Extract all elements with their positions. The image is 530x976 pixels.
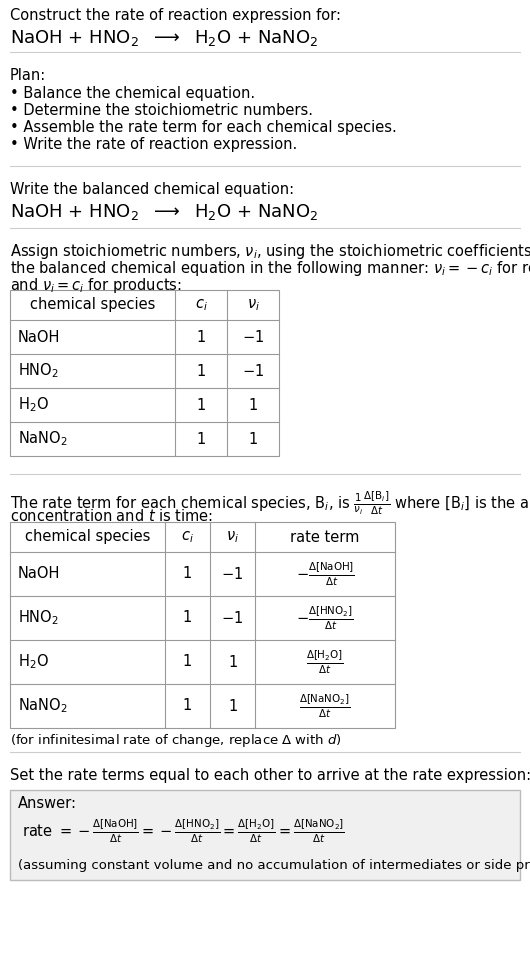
Text: 1: 1 bbox=[183, 566, 192, 582]
Text: the balanced chemical equation in the following manner: $\nu_i = -c_i$ for react: the balanced chemical equation in the fo… bbox=[10, 259, 530, 278]
Text: HNO$_2$: HNO$_2$ bbox=[18, 362, 59, 381]
Text: $c_i$: $c_i$ bbox=[195, 297, 207, 313]
Text: 1: 1 bbox=[197, 431, 206, 446]
Text: Answer:: Answer: bbox=[18, 796, 77, 811]
Text: $-1$: $-1$ bbox=[222, 566, 244, 582]
Bar bbox=[10, 522, 395, 728]
Text: $1$: $1$ bbox=[227, 698, 237, 714]
FancyBboxPatch shape bbox=[10, 790, 520, 880]
Text: 1: 1 bbox=[197, 330, 206, 345]
Text: $-1$: $-1$ bbox=[242, 329, 264, 345]
Text: rate $= -\frac{\Delta[\mathrm{NaOH}]}{\Delta t} = -\frac{\Delta[\mathrm{HNO_2}]}: rate $= -\frac{\Delta[\mathrm{NaOH}]}{\D… bbox=[22, 818, 345, 845]
Text: NaOH: NaOH bbox=[18, 566, 60, 582]
Text: • Determine the stoichiometric numbers.: • Determine the stoichiometric numbers. bbox=[10, 103, 313, 118]
Text: 1: 1 bbox=[197, 397, 206, 413]
Text: • Write the rate of reaction expression.: • Write the rate of reaction expression. bbox=[10, 137, 297, 152]
Text: The rate term for each chemical species, B$_i$, is $\frac{1}{\nu_i}\frac{\Delta[: The rate term for each chemical species,… bbox=[10, 490, 530, 517]
Text: $-\frac{\Delta[\mathrm{HNO_2}]}{\Delta t}$: $-\frac{\Delta[\mathrm{HNO_2}]}{\Delta t… bbox=[296, 604, 354, 631]
Text: Write the balanced chemical equation:: Write the balanced chemical equation: bbox=[10, 182, 294, 197]
Text: (for infinitesimal rate of change, replace Δ with $d$): (for infinitesimal rate of change, repla… bbox=[10, 732, 342, 749]
Text: • Balance the chemical equation.: • Balance the chemical equation. bbox=[10, 86, 255, 101]
Text: $\nu_i$: $\nu_i$ bbox=[246, 297, 260, 313]
Text: $1$: $1$ bbox=[248, 431, 258, 447]
Text: $1$: $1$ bbox=[248, 397, 258, 413]
Text: $-\frac{\Delta[\mathrm{NaOH}]}{\Delta t}$: $-\frac{\Delta[\mathrm{NaOH}]}{\Delta t}… bbox=[296, 560, 355, 588]
Text: $\frac{\Delta[\mathrm{H_2O}]}{\Delta t}$: $\frac{\Delta[\mathrm{H_2O}]}{\Delta t}$ bbox=[306, 648, 344, 675]
Text: chemical species: chemical species bbox=[30, 298, 155, 312]
Text: $1$: $1$ bbox=[227, 654, 237, 670]
Text: Set the rate terms equal to each other to arrive at the rate expression:: Set the rate terms equal to each other t… bbox=[10, 768, 530, 783]
Text: Plan:: Plan: bbox=[10, 68, 46, 83]
Text: HNO$_2$: HNO$_2$ bbox=[18, 609, 59, 628]
Text: $-1$: $-1$ bbox=[242, 363, 264, 379]
Text: and $\nu_i = c_i$ for products:: and $\nu_i = c_i$ for products: bbox=[10, 276, 182, 295]
Text: NaOH + HNO$_2$  $\longrightarrow$  H$_2$O + NaNO$_2$: NaOH + HNO$_2$ $\longrightarrow$ H$_2$O … bbox=[10, 202, 318, 222]
Text: $c_i$: $c_i$ bbox=[181, 529, 194, 545]
Text: $-1$: $-1$ bbox=[222, 610, 244, 626]
Text: H$_2$O: H$_2$O bbox=[18, 395, 49, 415]
Text: Construct the rate of reaction expression for:: Construct the rate of reaction expressio… bbox=[10, 8, 341, 23]
Text: 1: 1 bbox=[183, 699, 192, 713]
Text: Assign stoichiometric numbers, $\nu_i$, using the stoichiometric coefficients, $: Assign stoichiometric numbers, $\nu_i$, … bbox=[10, 242, 530, 261]
Text: 1: 1 bbox=[183, 655, 192, 670]
Text: NaOH: NaOH bbox=[18, 330, 60, 345]
Text: NaNO$_2$: NaNO$_2$ bbox=[18, 429, 68, 448]
Text: NaNO$_2$: NaNO$_2$ bbox=[18, 697, 68, 715]
Text: 1: 1 bbox=[197, 363, 206, 379]
Text: H$_2$O: H$_2$O bbox=[18, 653, 49, 671]
Text: 1: 1 bbox=[183, 611, 192, 626]
Text: $\frac{\Delta[\mathrm{NaNO_2}]}{\Delta t}$: $\frac{\Delta[\mathrm{NaNO_2}]}{\Delta t… bbox=[299, 692, 351, 719]
Text: concentration and $t$ is time:: concentration and $t$ is time: bbox=[10, 508, 213, 524]
Text: • Assemble the rate term for each chemical species.: • Assemble the rate term for each chemic… bbox=[10, 120, 397, 135]
Text: NaOH + HNO$_2$  $\longrightarrow$  H$_2$O + NaNO$_2$: NaOH + HNO$_2$ $\longrightarrow$ H$_2$O … bbox=[10, 28, 318, 48]
Text: $\nu_i$: $\nu_i$ bbox=[226, 529, 239, 545]
Text: rate term: rate term bbox=[290, 530, 360, 545]
Text: chemical species: chemical species bbox=[25, 530, 150, 545]
Text: (assuming constant volume and no accumulation of intermediates or side products): (assuming constant volume and no accumul… bbox=[18, 859, 530, 872]
Bar bbox=[10, 290, 279, 456]
